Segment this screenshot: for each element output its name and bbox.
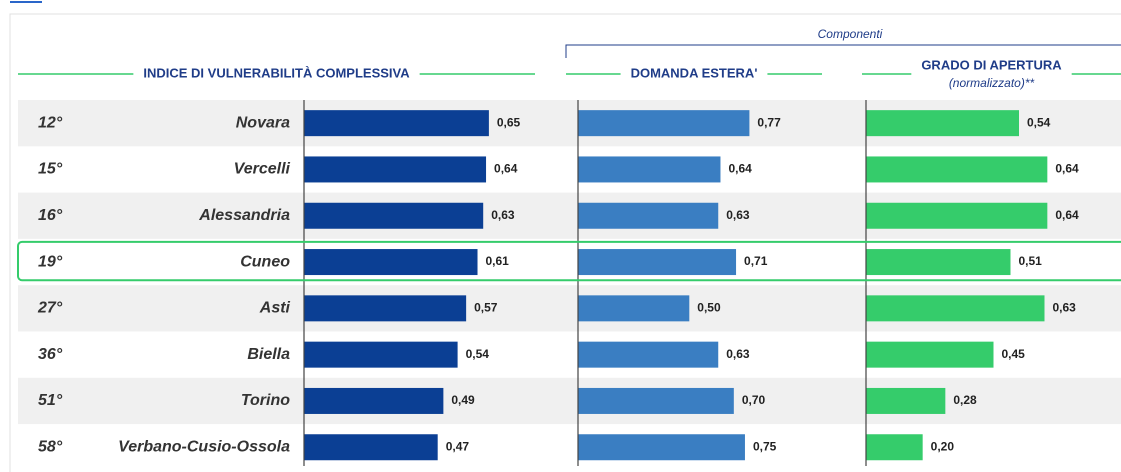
category-label: Asti bbox=[259, 300, 291, 317]
value-label: 0,54 bbox=[466, 347, 490, 361]
bar bbox=[304, 156, 487, 183]
rank: 12° bbox=[38, 114, 63, 131]
bar bbox=[866, 202, 1048, 229]
group-bracket bbox=[565, 44, 1121, 58]
value-label: 0,63 bbox=[491, 208, 515, 222]
category-label: Verbano-Cusio-Ossola bbox=[118, 438, 290, 455]
value-label: 0,50 bbox=[697, 301, 721, 315]
bar bbox=[866, 434, 923, 461]
bar bbox=[866, 110, 1019, 137]
value-label: 0,63 bbox=[726, 347, 750, 361]
bar bbox=[578, 110, 750, 137]
category-label: Novara bbox=[236, 114, 290, 131]
rank: 19° bbox=[38, 253, 63, 270]
bar bbox=[578, 295, 690, 322]
bar bbox=[578, 434, 745, 461]
value-label: 0,64 bbox=[728, 162, 752, 176]
category-label: Vercelli bbox=[234, 161, 291, 178]
bar bbox=[866, 249, 1011, 276]
category-label: Biella bbox=[247, 346, 290, 363]
value-label: 0,49 bbox=[451, 393, 475, 407]
panel-title: INDICE DI VULNERABILITÀ COMPLESSIVA bbox=[143, 65, 410, 80]
panel-title: GRADO DI APERTURA bbox=[921, 57, 1062, 72]
category-label: Cuneo bbox=[240, 253, 290, 270]
value-label: 0,64 bbox=[1055, 162, 1079, 176]
value-label: 0,51 bbox=[1019, 254, 1043, 268]
bar bbox=[304, 434, 438, 461]
bar bbox=[304, 202, 484, 229]
rank: 16° bbox=[38, 207, 63, 224]
group-label: Componenti bbox=[818, 27, 883, 41]
panel-title: DOMANDA ESTERA' bbox=[631, 65, 758, 80]
bar bbox=[866, 387, 946, 414]
bar bbox=[304, 110, 489, 137]
bar bbox=[304, 249, 478, 276]
rank: 27° bbox=[37, 300, 63, 317]
category-label: Alessandria bbox=[198, 207, 290, 224]
value-label: 0,28 bbox=[953, 393, 977, 407]
value-label: 0,54 bbox=[1027, 115, 1051, 129]
category-label: Torino bbox=[241, 392, 290, 409]
frame bbox=[9, 13, 1121, 472]
bar bbox=[578, 156, 721, 183]
value-label: 0,63 bbox=[726, 208, 750, 222]
rank: 36° bbox=[38, 346, 63, 363]
value-label: 0,71 bbox=[744, 254, 768, 268]
bar bbox=[866, 156, 1048, 183]
bar bbox=[866, 295, 1045, 322]
bar bbox=[578, 387, 734, 414]
bar bbox=[866, 341, 994, 368]
bar bbox=[304, 295, 467, 322]
value-label: 0,75 bbox=[753, 439, 777, 453]
rank: 15° bbox=[38, 161, 63, 178]
highlight-frame bbox=[17, 240, 1121, 282]
rank: 58° bbox=[38, 438, 63, 455]
value-label: 0,47 bbox=[446, 439, 470, 453]
panel-note: (normalizzato)** bbox=[949, 76, 1035, 90]
bar bbox=[578, 341, 719, 368]
value-label: 0,61 bbox=[486, 254, 510, 268]
rank: 51° bbox=[38, 392, 63, 409]
value-label: 0,77 bbox=[757, 115, 781, 129]
bar bbox=[578, 249, 737, 276]
bar bbox=[578, 202, 719, 229]
value-label: 0,70 bbox=[742, 393, 766, 407]
bar bbox=[304, 387, 444, 414]
value-label: 0,45 bbox=[1002, 347, 1026, 361]
value-label: 0,57 bbox=[474, 301, 498, 315]
value-label: 0,63 bbox=[1053, 301, 1077, 315]
value-label: 0,20 bbox=[931, 439, 955, 453]
value-label: 0,65 bbox=[497, 115, 521, 129]
value-label: 0,64 bbox=[494, 162, 518, 176]
value-label: 0,64 bbox=[1055, 208, 1079, 222]
bar bbox=[304, 341, 458, 368]
